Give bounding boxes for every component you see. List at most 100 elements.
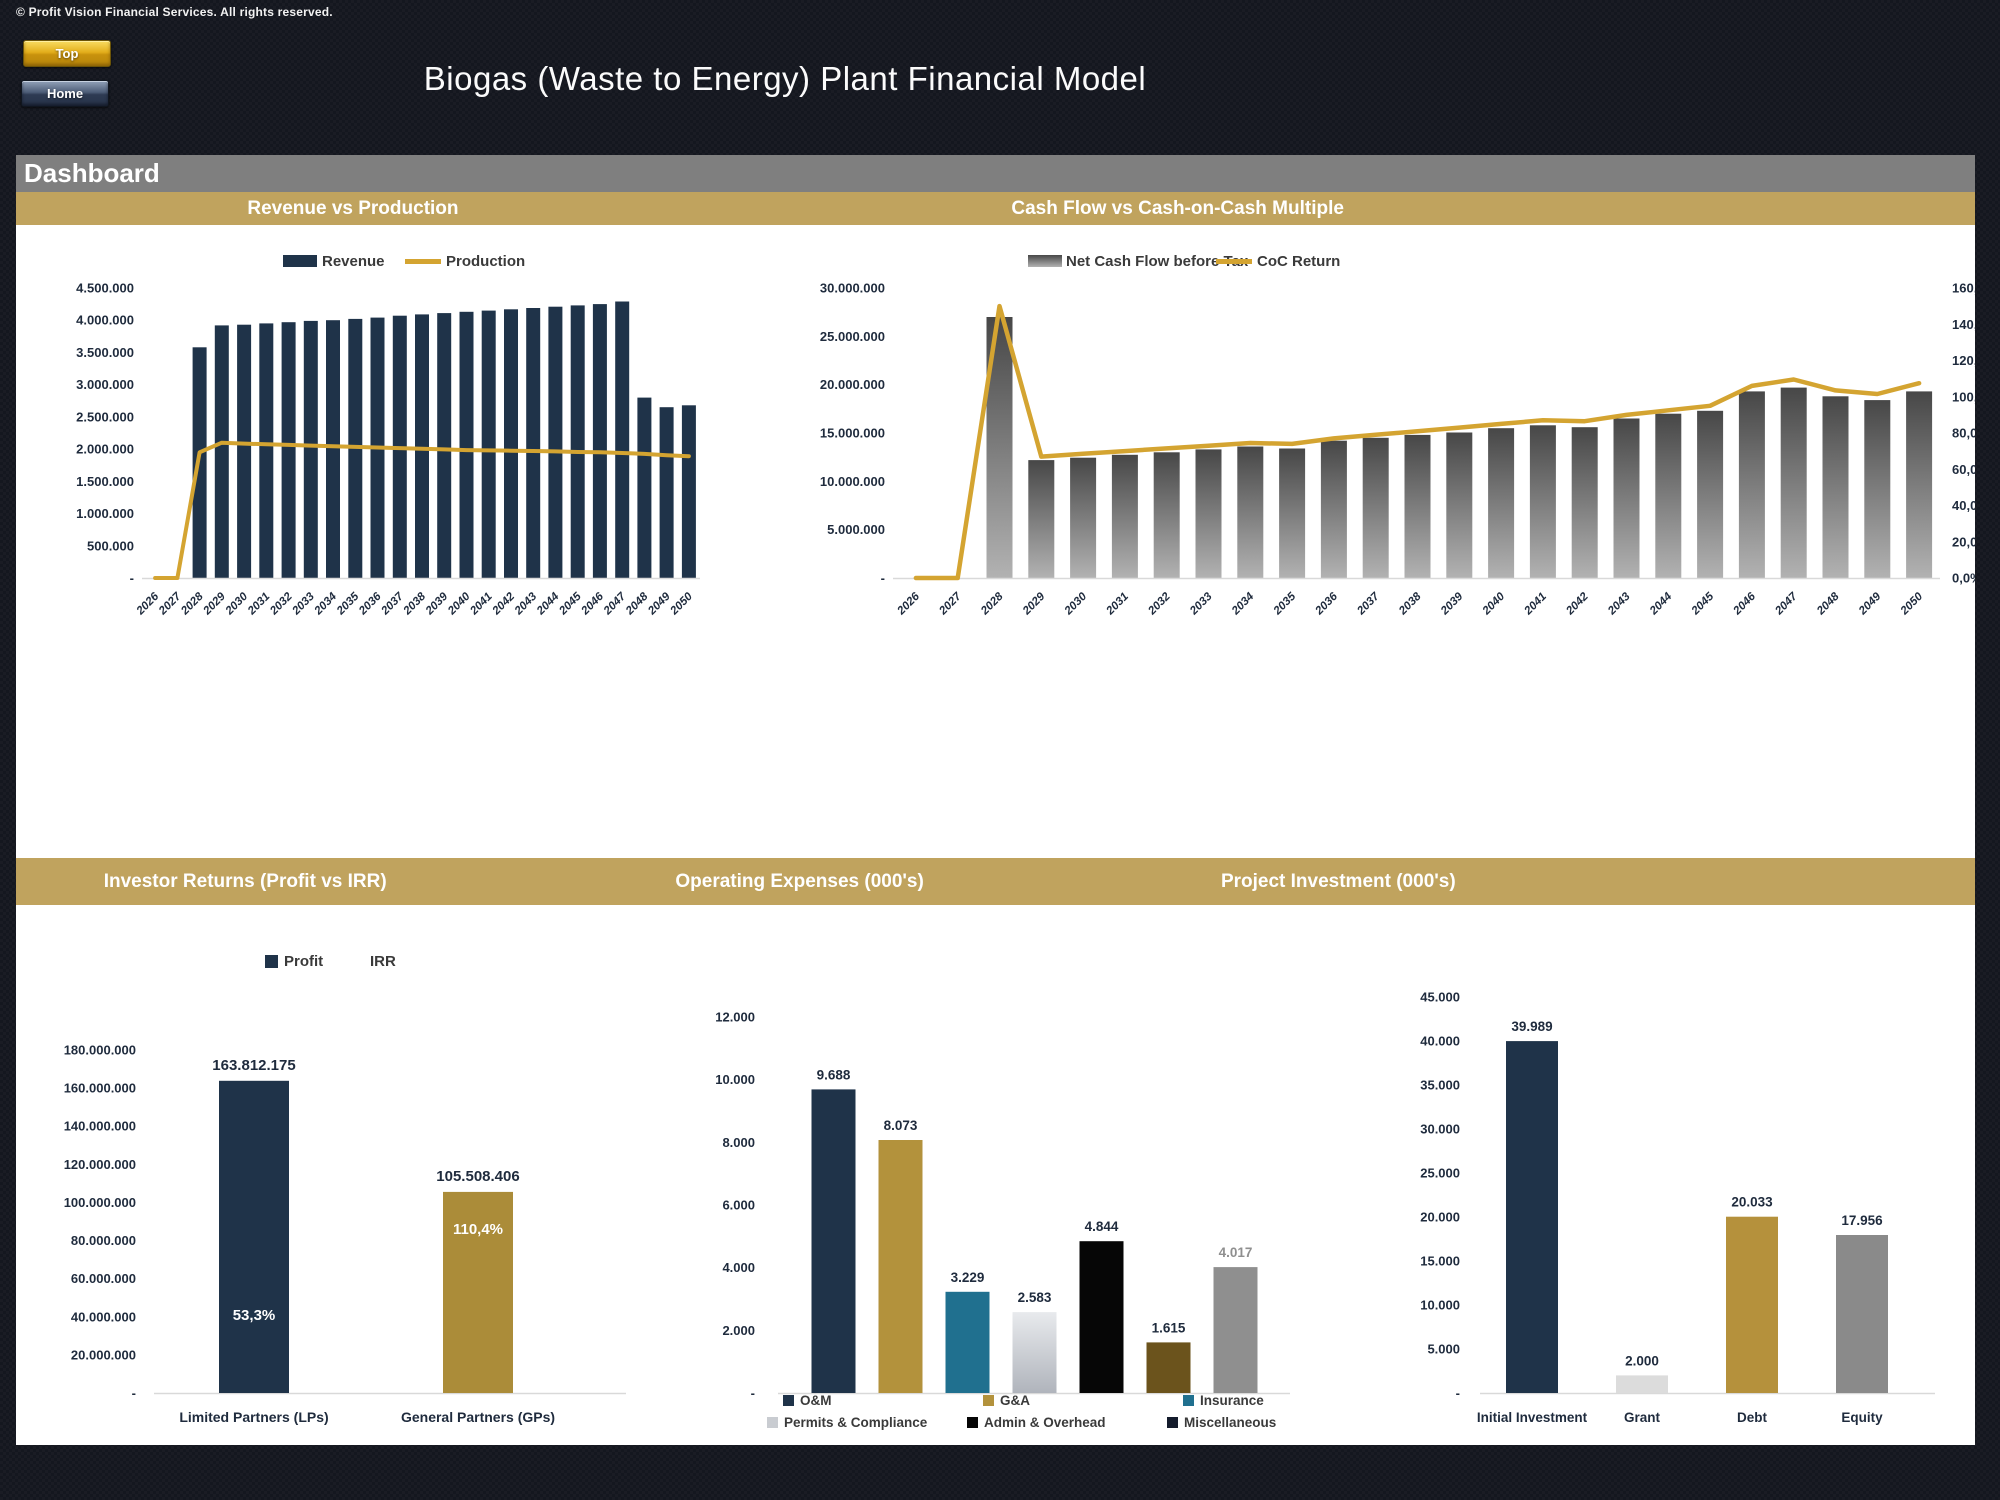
svg-text:100,0%: 100,0%	[1952, 389, 1975, 404]
svg-text:2048: 2048	[1814, 590, 1842, 618]
chart-title-operating-expenses: Operating Expenses (000's)	[675, 870, 924, 892]
svg-text:2046: 2046	[579, 590, 607, 618]
svg-text:4.844: 4.844	[1085, 1219, 1119, 1234]
svg-text:1.615: 1.615	[1152, 1320, 1186, 1335]
svg-text:2046: 2046	[1731, 590, 1759, 618]
svg-text:2030: 2030	[1062, 590, 1090, 618]
svg-text:12.000: 12.000	[715, 1010, 755, 1025]
svg-text:2028: 2028	[978, 590, 1006, 618]
svg-text:5.000: 5.000	[1427, 1342, 1460, 1357]
svg-text:2047: 2047	[1773, 590, 1801, 618]
svg-text:2029: 2029	[1020, 590, 1048, 618]
svg-text:-: -	[1456, 1386, 1460, 1401]
svg-text:Admin & Overhead: Admin & Overhead	[984, 1415, 1106, 1430]
svg-text:8.073: 8.073	[884, 1118, 918, 1133]
svg-text:2032: 2032	[267, 590, 295, 618]
svg-text:2.000: 2.000	[722, 1323, 755, 1338]
svg-text:25.000: 25.000	[1420, 1166, 1460, 1181]
svg-text:4.500.000: 4.500.000	[76, 281, 134, 296]
svg-text:2033: 2033	[1187, 590, 1215, 618]
svg-text:Miscellaneous: Miscellaneous	[1184, 1415, 1276, 1430]
svg-text:2.000.000: 2.000.000	[76, 442, 134, 457]
svg-text:2040: 2040	[1480, 590, 1508, 618]
top-button[interactable]: Top	[23, 40, 111, 67]
top-section-header-band: Revenue vs Production Cash Flow vs Cash-…	[16, 192, 1975, 225]
svg-text:2037: 2037	[1355, 590, 1383, 618]
investor-returns-chart: Profit IRR 180.000.000 160.000.000 140.000.0…	[16, 905, 660, 1445]
chart-title-cashflow-vs-coc: Cash Flow vs Cash-on-Cash Multiple	[1011, 197, 1344, 219]
svg-text:2029: 2029	[201, 590, 229, 618]
svg-text:40.000: 40.000	[1420, 1034, 1460, 1049]
svg-text:Initial Investment: Initial Investment	[1477, 1410, 1588, 1425]
svg-text:Profit: Profit	[284, 953, 323, 970]
project-investment-svg: 45.000 40.000 35.000 30.000 25.000 20.000 15.0…	[1420, 990, 1935, 1425]
svg-text:2034: 2034	[1229, 590, 1257, 618]
svg-text:G&A: G&A	[1000, 1393, 1030, 1408]
svg-text:2031: 2031	[1104, 591, 1131, 618]
svg-text:110,4%: 110,4%	[453, 1221, 503, 1238]
revenue-vs-production-chart: Revenue Production 4.500.000 4.000.000 3.500…	[16, 225, 790, 858]
svg-text:35.000: 35.000	[1420, 1078, 1460, 1093]
svg-text:180.000.000: 180.000.000	[64, 1043, 136, 1058]
svg-text:CoC Return: CoC Return	[1257, 253, 1340, 270]
svg-text:40.000.000: 40.000.000	[71, 1309, 136, 1324]
svg-text:2035: 2035	[334, 590, 362, 618]
page-title: Biogas (Waste to Energy) Plant Financial…	[423, 60, 1147, 97]
svg-text:Debt: Debt	[1737, 1410, 1768, 1425]
svg-text:2049: 2049	[645, 590, 673, 618]
svg-text:2027: 2027	[156, 590, 184, 618]
svg-text:160.000.000: 160.000.000	[64, 1081, 136, 1096]
svg-text:20,0%: 20,0%	[1952, 534, 1975, 549]
bottom-charts-row: Profit IRR 180.000.000 160.000.000 140.000.0…	[16, 905, 1975, 1445]
svg-text:3.500.000: 3.500.000	[76, 345, 134, 360]
svg-text:4.000: 4.000	[722, 1260, 755, 1275]
svg-text:6.000: 6.000	[722, 1198, 755, 1213]
svg-text:60,0%: 60,0%	[1952, 462, 1975, 477]
svg-text:0,0%: 0,0%	[1952, 571, 1975, 586]
svg-text:Equity: Equity	[1841, 1410, 1883, 1425]
svg-text:4.017: 4.017	[1219, 1245, 1253, 1260]
svg-text:120.000.000: 120.000.000	[64, 1157, 136, 1172]
svg-text:2031: 2031	[245, 591, 272, 618]
svg-text:160,0%: 160,0%	[1952, 281, 1975, 296]
svg-text:-: -	[751, 1386, 755, 1401]
svg-text:80,0%: 80,0%	[1952, 426, 1975, 441]
svg-text:2042: 2042	[1564, 590, 1592, 618]
svg-text:2028: 2028	[178, 590, 206, 618]
svg-text:-: -	[881, 571, 885, 586]
svg-text:2026: 2026	[134, 590, 162, 618]
svg-text:-: -	[130, 571, 134, 586]
bottom-section-header-band: Investor Returns (Profit vs IRR) Operati…	[16, 858, 1975, 905]
svg-text:10.000: 10.000	[1420, 1298, 1460, 1313]
svg-text:105.508.406: 105.508.406	[436, 1168, 519, 1185]
svg-text:Revenue: Revenue	[322, 253, 385, 270]
svg-text:2039: 2039	[1438, 590, 1466, 618]
svg-text:2033: 2033	[290, 590, 318, 618]
svg-text:39.989: 39.989	[1511, 1019, 1552, 1034]
operating-expenses-chart: 12.000 10.000 8.000 6.000 4.000 2.000 - 9.688 8.…	[660, 905, 1340, 1445]
svg-text:2040: 2040	[445, 590, 473, 618]
svg-text:2035: 2035	[1271, 590, 1299, 618]
svg-text:2.583: 2.583	[1018, 1290, 1052, 1305]
home-button[interactable]: Home	[21, 80, 109, 107]
svg-text:2030: 2030	[223, 590, 251, 618]
svg-text:Permits & Compliance: Permits & Compliance	[784, 1415, 928, 1430]
svg-text:15.000: 15.000	[1420, 1254, 1460, 1269]
svg-text:IRR: IRR	[370, 953, 396, 970]
svg-text:2045: 2045	[557, 590, 585, 618]
svg-text:2.000: 2.000	[1625, 1353, 1659, 1368]
svg-text:120,0%: 120,0%	[1952, 353, 1975, 368]
svg-text:General Partners (GPs): General Partners (GPs)	[401, 1409, 555, 1425]
svg-text:100.000.000: 100.000.000	[64, 1195, 136, 1210]
svg-text:Production: Production	[446, 253, 525, 270]
dashboard-heading: Dashboard	[16, 155, 1975, 192]
svg-text:140.000.000: 140.000.000	[64, 1119, 136, 1134]
copyright-text: © Profit Vision Financial Services. All …	[16, 5, 333, 19]
svg-text:80.000.000: 80.000.000	[71, 1233, 136, 1248]
chart-title-project-investment: Project Investment (000's)	[1220, 870, 1456, 892]
svg-text:2036: 2036	[1313, 590, 1341, 618]
svg-text:2.500.000: 2.500.000	[76, 409, 134, 424]
svg-text:2038: 2038	[1396, 590, 1424, 618]
revenue-vs-production-svg: Revenue Production 4.500.000 4.000.000 3.500…	[76, 253, 700, 618]
svg-text:30.000.000: 30.000.000	[820, 281, 885, 296]
